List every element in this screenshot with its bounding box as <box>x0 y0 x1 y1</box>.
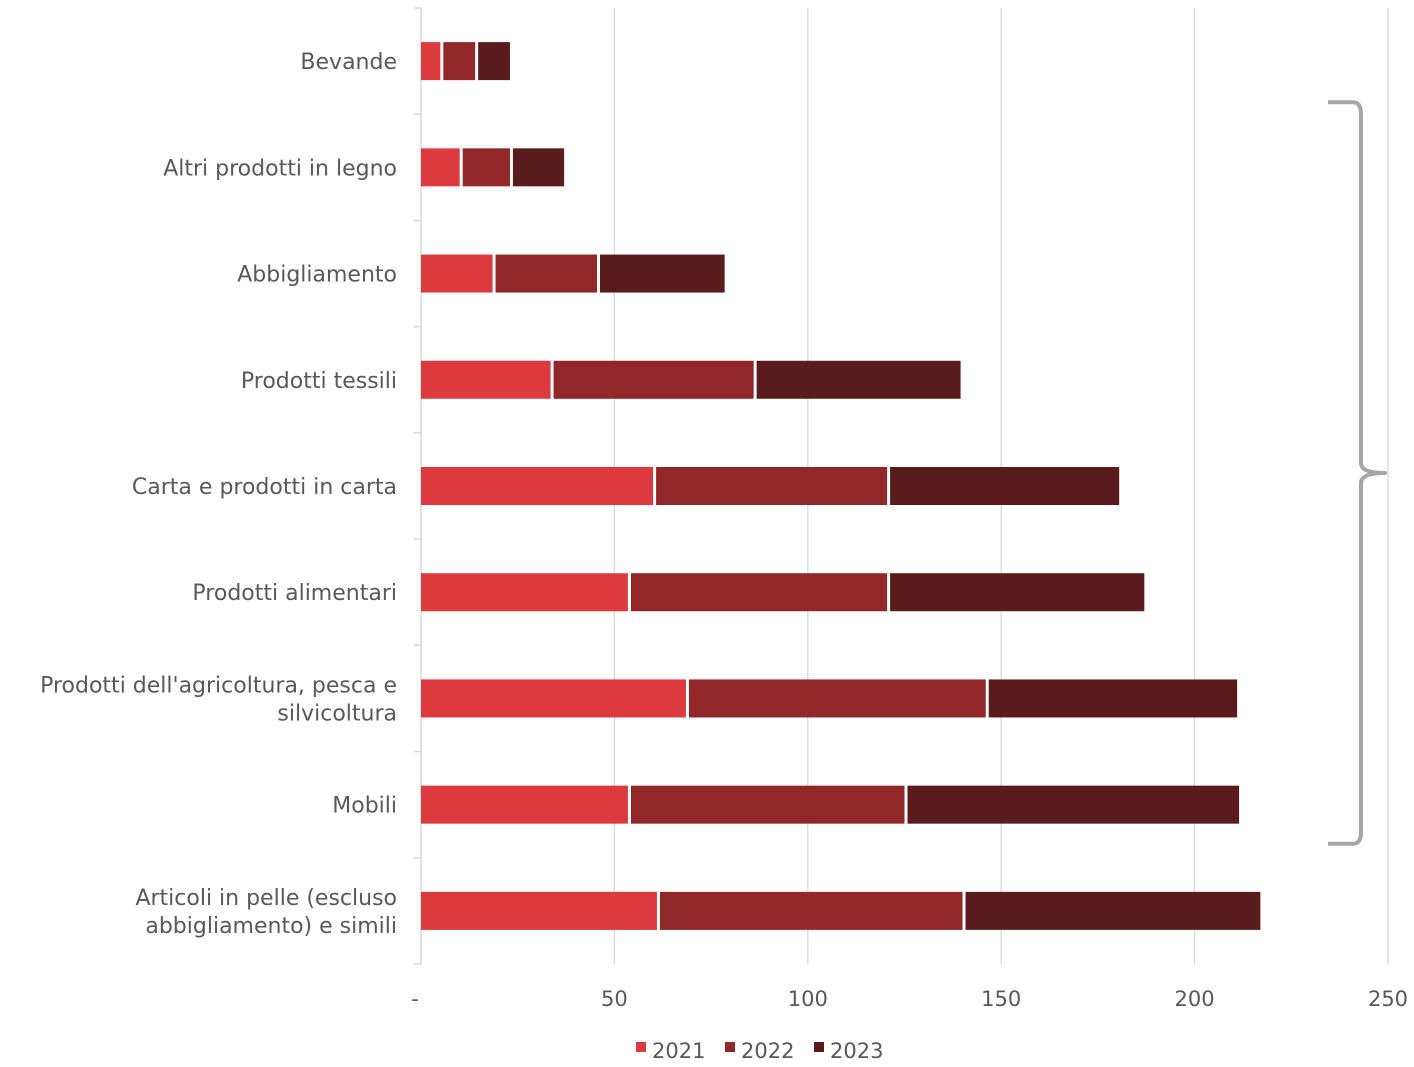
bar-2022 <box>659 891 963 930</box>
bar-2021 <box>421 679 686 718</box>
bar-2023 <box>988 679 1238 718</box>
bar-2022 <box>656 467 888 505</box>
bar-2022 <box>443 42 476 81</box>
bar-2022 <box>553 360 754 399</box>
annotation-bracket <box>1328 100 1387 846</box>
legend-label-2021: 2021 <box>652 1039 705 1063</box>
category-axis <box>414 7 422 965</box>
x-tick-label: 50 <box>601 987 628 1011</box>
bar-2021 <box>421 785 628 824</box>
category-label: Altri prodotti in legno <box>163 156 397 181</box>
bar-2023 <box>756 360 961 399</box>
category-label: Abbigliamento <box>237 263 397 288</box>
bar-2021 <box>421 573 628 612</box>
x-tick-label: 100 <box>788 987 828 1011</box>
legend-label-2023: 2023 <box>830 1039 883 1063</box>
bar-2022 <box>688 679 986 718</box>
bar-2021 <box>421 254 493 293</box>
category-label: Prodotti alimentari <box>192 581 397 606</box>
bar-2023 <box>890 467 1120 505</box>
category-label: Bevande <box>300 50 397 75</box>
category-label: Articoli in pelle (escluso <box>135 886 397 911</box>
bar-2022 <box>462 148 510 187</box>
category-label: Prodotti tessili <box>241 369 397 394</box>
category-label: Carta e prodotti in carta <box>132 475 397 500</box>
bar-2023 <box>599 254 725 293</box>
bar-2023 <box>965 891 1261 930</box>
bar-2021 <box>421 42 441 81</box>
category-label: silvicoltura <box>277 701 397 726</box>
bar-2021 <box>421 360 551 399</box>
x-tick-labels: - 50 100 150 200 250 <box>411 987 1408 1011</box>
bar-2022 <box>630 785 905 824</box>
x-tick-label: 150 <box>981 987 1021 1011</box>
legend-swatch-2021 <box>636 1042 646 1052</box>
bar-2023 <box>512 148 565 187</box>
bars <box>421 42 1261 930</box>
bracket-icon <box>1328 100 1387 846</box>
bar-2021 <box>421 148 460 187</box>
legend-swatch-2022 <box>725 1042 735 1052</box>
legend-label-2022: 2022 <box>741 1039 794 1063</box>
x-tick-label: 200 <box>1175 987 1215 1011</box>
legend: 2021 2022 2023 <box>636 1039 883 1063</box>
bar-2023 <box>890 573 1145 612</box>
category-labels: Bevande Altri prodotti in legno Abbigliame… <box>40 50 397 939</box>
legend-swatch-2023 <box>814 1042 824 1052</box>
category-label: abbigliamento) e simili <box>145 914 397 939</box>
bar-2023 <box>478 42 510 81</box>
bar-2021 <box>421 467 654 505</box>
bar-2022 <box>630 573 888 612</box>
x-tick-label: 250 <box>1368 987 1408 1011</box>
bar-2023 <box>907 785 1240 824</box>
bar-2021 <box>421 891 657 930</box>
bar-2022 <box>495 254 597 293</box>
category-label: Prodotti dell'agricoltura, pesca e <box>40 673 397 698</box>
category-label: Mobili <box>332 794 397 819</box>
x-tick-label: - <box>411 987 419 1011</box>
